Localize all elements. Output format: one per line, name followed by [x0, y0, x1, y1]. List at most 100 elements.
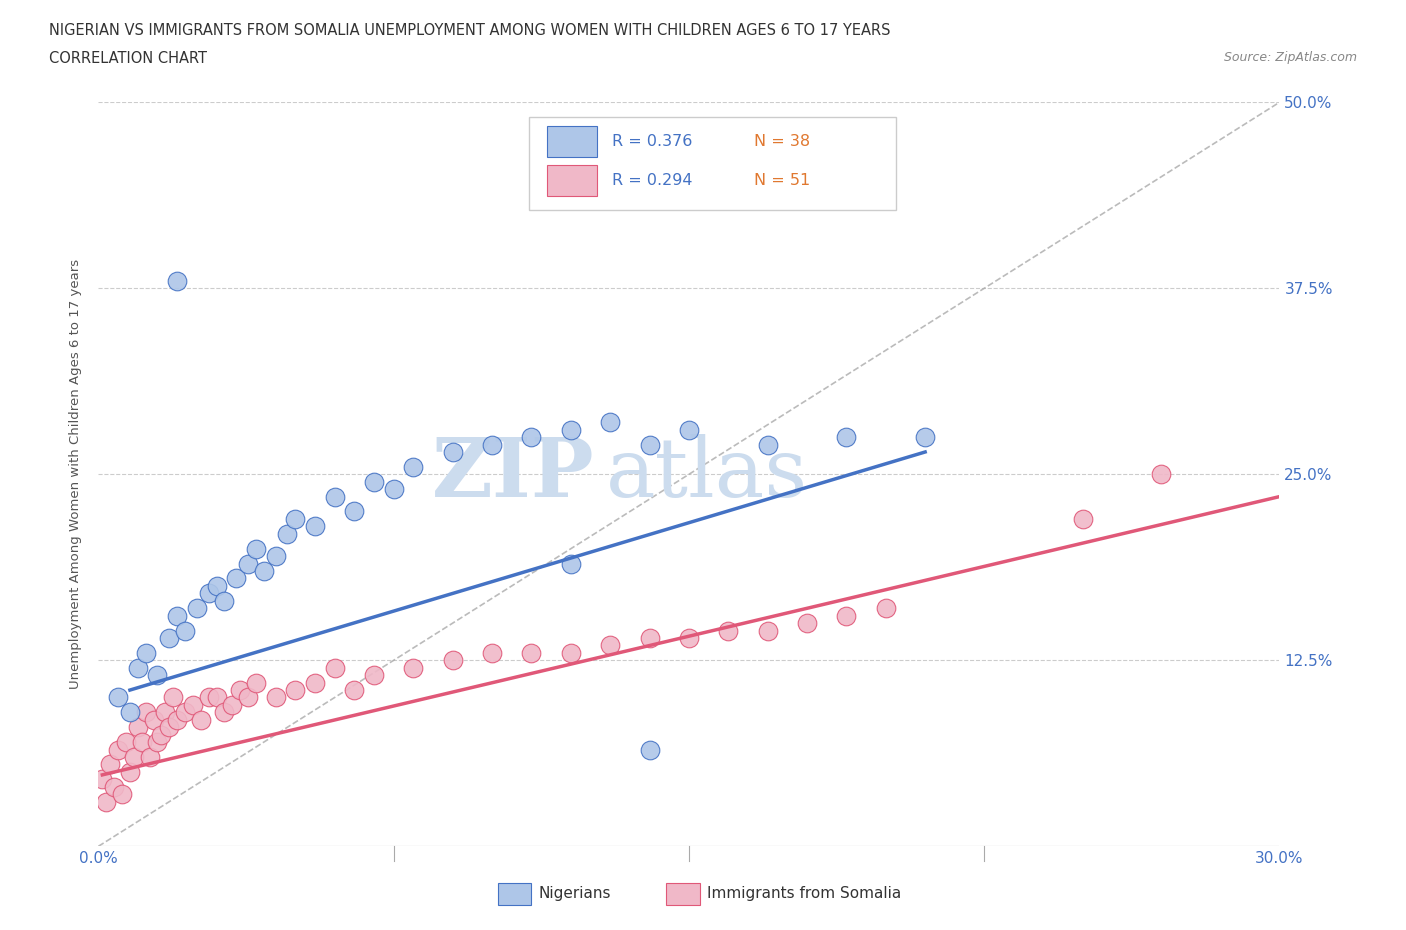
Point	[166, 712, 188, 727]
Point	[236, 690, 259, 705]
Point	[835, 430, 858, 445]
Point	[638, 742, 661, 757]
Point	[481, 437, 503, 452]
Point	[225, 571, 247, 586]
Point	[363, 668, 385, 683]
Text: ZIP: ZIP	[432, 434, 595, 514]
Point	[520, 430, 543, 445]
Point	[107, 690, 129, 705]
Point	[214, 593, 236, 608]
Point	[205, 690, 228, 705]
Point	[1071, 512, 1094, 526]
Point	[1150, 467, 1173, 482]
Point	[157, 631, 180, 645]
Point	[157, 720, 180, 735]
Point	[115, 735, 138, 750]
Point	[174, 623, 197, 638]
Point	[264, 549, 287, 564]
Point	[186, 601, 208, 616]
Point	[638, 631, 661, 645]
Point	[835, 608, 858, 623]
Point	[131, 735, 153, 750]
Point	[91, 772, 114, 787]
Point	[402, 660, 425, 675]
Point	[678, 422, 700, 437]
Point	[146, 668, 169, 683]
Point	[914, 430, 936, 445]
Point	[229, 683, 252, 698]
Point	[197, 586, 219, 601]
Text: R = 0.376: R = 0.376	[612, 134, 693, 149]
Point	[174, 705, 197, 720]
Point	[118, 764, 141, 779]
Point	[284, 683, 307, 698]
Point	[181, 698, 204, 712]
Point	[190, 712, 212, 727]
Text: N = 51: N = 51	[754, 173, 810, 188]
Point	[796, 616, 818, 631]
Text: CORRELATION CHART: CORRELATION CHART	[49, 51, 207, 66]
Point	[441, 653, 464, 668]
Point	[162, 690, 184, 705]
Point	[304, 675, 326, 690]
Point	[103, 779, 125, 794]
Point	[441, 445, 464, 459]
Text: N = 38: N = 38	[754, 134, 810, 149]
Point	[363, 474, 385, 489]
Text: NIGERIAN VS IMMIGRANTS FROM SOMALIA UNEMPLOYMENT AMONG WOMEN WITH CHILDREN AGES : NIGERIAN VS IMMIGRANTS FROM SOMALIA UNEM…	[49, 23, 891, 38]
FancyBboxPatch shape	[547, 165, 596, 196]
Point	[122, 750, 145, 764]
Point	[599, 415, 621, 430]
Point	[118, 705, 141, 720]
FancyBboxPatch shape	[530, 117, 896, 210]
Point	[245, 541, 267, 556]
Point	[264, 690, 287, 705]
Text: Nigerians: Nigerians	[538, 886, 612, 901]
Point	[382, 482, 405, 497]
Point	[150, 727, 173, 742]
Point	[98, 757, 121, 772]
Point	[276, 526, 298, 541]
Point	[756, 437, 779, 452]
Point	[253, 564, 276, 578]
Point	[205, 578, 228, 593]
Point	[343, 683, 366, 698]
Point	[638, 437, 661, 452]
Point	[717, 623, 740, 638]
Y-axis label: Unemployment Among Women with Children Ages 6 to 17 years: Unemployment Among Women with Children A…	[69, 259, 83, 689]
Point	[304, 519, 326, 534]
Point	[142, 712, 165, 727]
Point	[221, 698, 243, 712]
Text: atlas: atlas	[606, 434, 808, 514]
Point	[96, 794, 118, 809]
Point	[127, 660, 149, 675]
Text: Source: ZipAtlas.com: Source: ZipAtlas.com	[1223, 51, 1357, 64]
Point	[245, 675, 267, 690]
Point	[560, 422, 582, 437]
Point	[402, 459, 425, 474]
Point	[197, 690, 219, 705]
Point	[560, 556, 582, 571]
Text: Immigrants from Somalia: Immigrants from Somalia	[707, 886, 901, 901]
Text: R = 0.294: R = 0.294	[612, 173, 693, 188]
Point	[146, 735, 169, 750]
Point	[678, 631, 700, 645]
Point	[284, 512, 307, 526]
Point	[135, 705, 157, 720]
Point	[127, 720, 149, 735]
FancyBboxPatch shape	[547, 126, 596, 157]
Point	[875, 601, 897, 616]
Point	[520, 645, 543, 660]
Point	[111, 787, 134, 802]
Point	[138, 750, 160, 764]
Point	[135, 645, 157, 660]
Point	[323, 489, 346, 504]
Point	[107, 742, 129, 757]
Point	[599, 638, 621, 653]
Point	[166, 608, 188, 623]
Point	[323, 660, 346, 675]
Point	[166, 273, 188, 288]
Point	[214, 705, 236, 720]
Point	[236, 556, 259, 571]
Point	[756, 623, 779, 638]
